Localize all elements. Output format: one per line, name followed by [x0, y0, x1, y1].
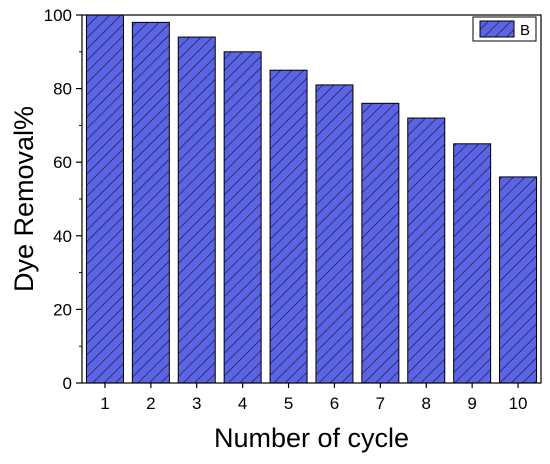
legend: B [472, 16, 537, 42]
y-tick-label: 100 [44, 6, 72, 25]
ticks-group [76, 14, 519, 388]
bar-hatch [315, 84, 354, 384]
bar-hatch [131, 21, 170, 384]
y-tick-label: 20 [53, 300, 72, 319]
bar [361, 102, 400, 384]
x-tick-label: 5 [284, 394, 293, 413]
x-tick-label: 8 [422, 394, 431, 413]
x-tick-label: 3 [192, 394, 201, 413]
bar [177, 36, 216, 384]
y-tick-label: 60 [53, 153, 72, 172]
x-axis-title: Number of cycle [214, 423, 409, 453]
x-tick-label: 6 [330, 394, 339, 413]
x-tick-label: 1 [100, 394, 109, 413]
bars-group [85, 14, 538, 384]
bar-hatch [223, 51, 262, 384]
bar [315, 84, 354, 384]
bar-hatch [361, 102, 400, 384]
bar-hatch [407, 117, 446, 384]
bar-hatch [177, 36, 216, 384]
bar [453, 143, 492, 384]
y-axis-title: Dye Removal% [9, 106, 39, 292]
bar [499, 176, 538, 384]
bar [223, 51, 262, 384]
bar-hatch [499, 176, 538, 384]
y-tick-label: 40 [53, 227, 72, 246]
legend-label: B [520, 22, 530, 39]
x-tick-label: 2 [146, 394, 155, 413]
bar [131, 21, 170, 384]
x-tick-label: 10 [509, 394, 528, 413]
x-tick-label: 4 [238, 394, 247, 413]
bar-hatch [85, 14, 124, 384]
bar [269, 69, 308, 384]
bar-hatch [453, 143, 492, 384]
y-tick-label: 0 [63, 374, 72, 393]
legend-swatch-hatch [479, 20, 515, 38]
bar-hatch [269, 69, 308, 384]
y-tick-label: 80 [53, 80, 72, 99]
tick-labels-group: 0 20 40 60 80 100 1 2 3 4 5 6 7 8 9 10 [44, 6, 528, 413]
x-tick-label: 7 [376, 394, 385, 413]
bar [407, 117, 446, 384]
bar [85, 14, 124, 384]
x-tick-label: 9 [467, 394, 476, 413]
